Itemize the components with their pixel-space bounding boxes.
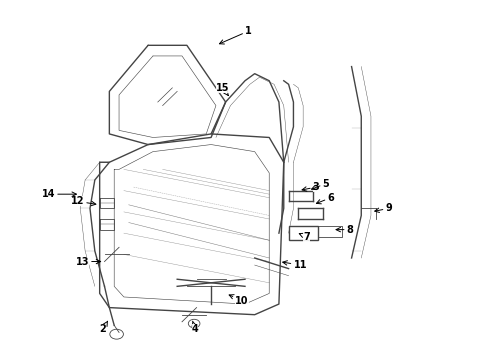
Text: 14: 14 [42,189,76,199]
Text: 10: 10 [229,295,249,306]
Text: 1: 1 [220,26,252,44]
Text: 4: 4 [192,321,198,334]
Text: 8: 8 [336,225,354,235]
Text: 13: 13 [75,257,100,266]
Text: 7: 7 [299,232,310,242]
Text: 12: 12 [71,196,96,206]
Text: 15: 15 [216,83,229,95]
Text: 9: 9 [375,203,392,213]
Text: 11: 11 [283,260,307,270]
Text: 6: 6 [317,193,334,204]
Text: 3: 3 [302,182,319,192]
Bar [289,226,318,240]
Text: 2: 2 [99,321,107,334]
Text: 5: 5 [312,179,329,190]
